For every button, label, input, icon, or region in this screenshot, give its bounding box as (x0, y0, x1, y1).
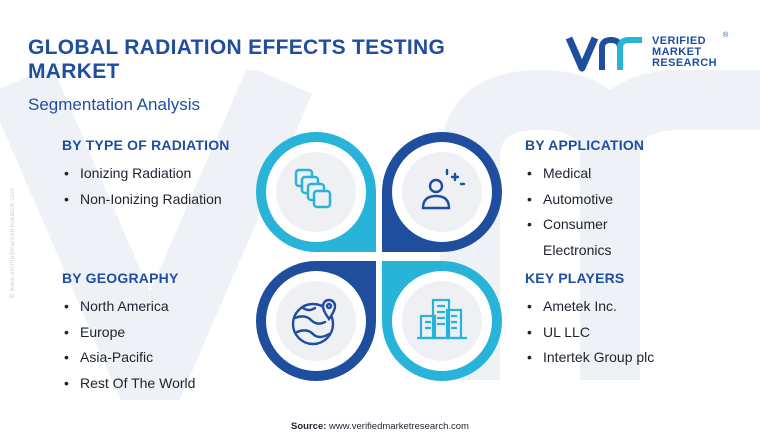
segment-heading: BY GEOGRAPHY (62, 270, 179, 286)
list-item: Asia-Pacific (62, 345, 262, 371)
brand-logo: VERIFIED MARKET RESEARCH ® (566, 32, 736, 74)
segmentation-diagram (255, 126, 503, 388)
segment-heading: BY TYPE OF RADIATION (62, 137, 230, 153)
vmr-logo-icon (566, 36, 642, 72)
segment-application: BY APPLICATION Medical Automotive Consum… (525, 137, 725, 263)
logo-wordmark: VERIFIED MARKET RESEARCH (652, 36, 717, 69)
list-item: UL LLC (525, 320, 725, 346)
quadrant-top-left (256, 132, 376, 252)
stacked-layers-icon (294, 168, 332, 209)
list-item: Consumer Electronics (525, 212, 643, 263)
source-url: www.verifiedmarketresearch.com (329, 421, 469, 432)
list-item: North America (62, 294, 262, 320)
list-item: Non-Ionizing Radiation (62, 187, 262, 213)
list-item: Ionizing Radiation (62, 161, 262, 187)
segment-key-players: KEY PLAYERS Ametek Inc. UL LLC Intertek … (525, 270, 725, 371)
quadrant-bottom-right (382, 261, 502, 381)
logo-line-3: RESEARCH (652, 57, 717, 69)
quadrant-top-right (382, 132, 502, 252)
logo-line-2: MARKET (652, 46, 702, 58)
page-title: GLOBAL RADIATION EFFECTS TESTING MARKET (28, 36, 446, 83)
segment-heading: BY APPLICATION (525, 137, 645, 153)
list-item: Ametek Inc. (525, 294, 725, 320)
globe-location-icon (291, 298, 337, 346)
source-footer: Source: www.verifiedmarketresearch.com (0, 421, 760, 432)
person-sparkle-icon (421, 168, 466, 210)
side-watermark-url: © www.verifiedmarketresearch.com (10, 187, 17, 299)
source-label: Source: (291, 421, 327, 432)
registered-mark: ® (723, 32, 729, 39)
segment-heading: KEY PLAYERS (525, 270, 625, 286)
segment-geography: BY GEOGRAPHY North America Europe Asia-P… (62, 270, 262, 396)
quadrant-bottom-left (256, 261, 376, 381)
list-item: Automotive (525, 187, 725, 213)
page-subtitle: Segmentation Analysis (28, 95, 200, 114)
list-item: Intertek Group plc (525, 345, 725, 371)
list-item: Europe (62, 320, 262, 346)
logo-line-1: VERIFIED (652, 35, 706, 47)
city-buildings-icon (417, 298, 467, 340)
segment-type-of-radiation: BY TYPE OF RADIATION Ionizing Radiation … (62, 137, 262, 212)
list-item: Medical (525, 161, 725, 187)
list-item: Rest Of The World (62, 371, 262, 397)
